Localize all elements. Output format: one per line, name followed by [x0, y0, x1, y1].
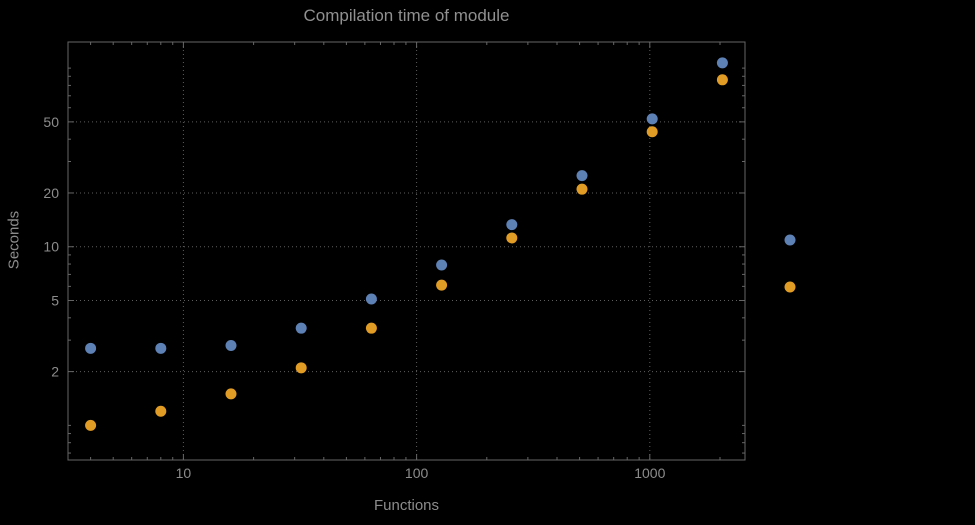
data-point-series-orange [716, 74, 728, 86]
legend-marker-1 [784, 234, 796, 246]
y-tick-label: 50 [43, 114, 59, 130]
x-tick-label: 1000 [634, 465, 665, 481]
chart-title: Compilation time of module [303, 6, 510, 25]
x-tick-label: 10 [176, 465, 192, 481]
plot-frame [67, 41, 746, 461]
data-point-series-blue [85, 342, 97, 354]
data-point-series-blue [295, 322, 307, 334]
data-point-series-blue [716, 57, 728, 69]
data-point-series-orange [295, 362, 307, 374]
y-tick-label: 5 [51, 293, 59, 309]
data-point-series-orange [576, 183, 588, 195]
data-point-series-blue [506, 219, 518, 231]
data-point-series-blue [646, 113, 658, 125]
legend-marker-2 [784, 281, 796, 293]
data-point-series-orange [155, 405, 167, 417]
data-point-series-blue [436, 259, 448, 271]
data-point-series-orange [225, 388, 237, 400]
y-axis-label: Seconds [5, 210, 23, 270]
data-point-series-blue [576, 170, 588, 182]
y-tick-label: 2 [51, 364, 59, 380]
data-point-series-orange [85, 419, 97, 431]
data-point-series-orange [646, 126, 658, 138]
x-tick-label: 100 [405, 465, 429, 481]
data-point-series-blue [365, 293, 377, 305]
data-point-series-blue [155, 342, 167, 354]
data-point-series-orange [365, 322, 377, 334]
data-point-series-orange [506, 232, 518, 244]
y-tick-label: 20 [43, 185, 59, 201]
x-axis-label: Functions [373, 497, 440, 514]
data-point-series-orange [436, 279, 448, 291]
y-tick-label: 10 [43, 239, 59, 255]
data-point-series-blue [225, 339, 237, 351]
